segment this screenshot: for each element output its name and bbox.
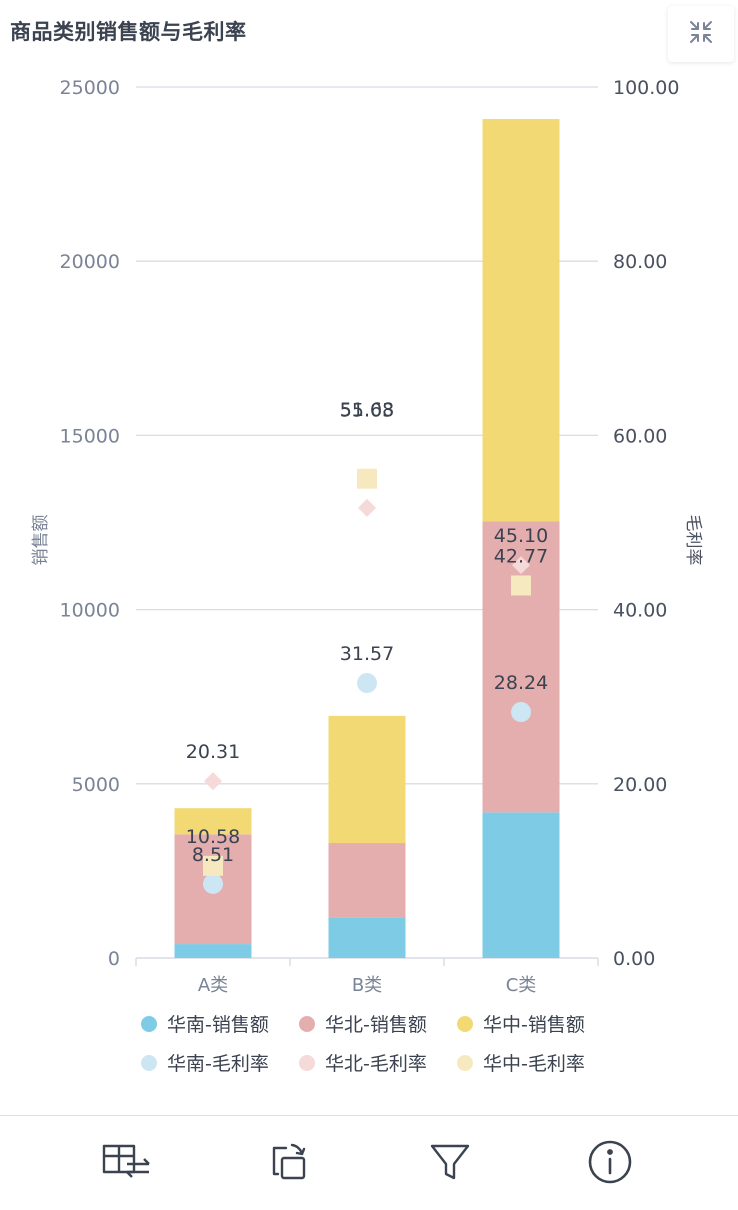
rotate-chart-icon (266, 1140, 310, 1188)
margin-point (511, 702, 531, 723)
y2-tick-label: 40.00 (613, 600, 667, 622)
collapse-arrows-icon (688, 19, 714, 49)
y-axis-title: 销售额 (31, 515, 51, 566)
info-button[interactable] (580, 1136, 640, 1192)
margin-value-label: 45.10 (494, 525, 548, 547)
y-tick-label: 5000 (72, 774, 120, 796)
y2-tick-label: 60.00 (613, 425, 667, 447)
bar-segment (328, 843, 406, 918)
legend-label: 华中-销售额 (483, 1014, 585, 1036)
bar-segment (328, 715, 406, 844)
y-tick-label: 25000 (60, 77, 120, 99)
legend-marker (457, 1055, 473, 1071)
y2-axis-title: 毛利率 (683, 515, 703, 566)
legend-label: 华北-销售额 (325, 1014, 427, 1036)
info-icon (587, 1139, 633, 1189)
legend-label: 华中-毛利率 (483, 1053, 585, 1075)
y2-tick-label: 20.00 (613, 774, 667, 796)
legend-marker (141, 1016, 157, 1032)
margin-value-label: 42.77 (494, 545, 548, 567)
y-tick-label: 0 (108, 948, 120, 970)
margin-value-label: 28.24 (494, 672, 548, 694)
switch-table-button[interactable] (96, 1136, 156, 1192)
bar-segment (328, 917, 406, 958)
bar-segment (482, 119, 560, 522)
margin-point (357, 673, 377, 694)
rotate-chart-button[interactable] (258, 1136, 318, 1192)
y-tick-label: 20000 (60, 251, 120, 273)
chart-title: 商品类别销售额与毛利率 (10, 20, 247, 44)
margin-value-label: 51.68 (340, 399, 394, 421)
y2-tick-label: 0.00 (613, 948, 655, 970)
margin-point (203, 855, 223, 876)
bar-segment (174, 944, 252, 958)
margin-value-label: 55.03 (340, 400, 394, 422)
collapse-button[interactable] (668, 6, 734, 62)
x-tick-label: C类 (506, 975, 537, 996)
y2-tick-label: 80.00 (613, 251, 667, 273)
legend-label: 华北-毛利率 (325, 1053, 427, 1075)
legend-marker (299, 1055, 315, 1071)
y-tick-label: 15000 (60, 425, 120, 447)
bar-segment (482, 812, 560, 958)
y2-tick-label: 100.00 (613, 77, 679, 99)
y-tick-label: 10000 (60, 600, 120, 622)
x-tick-label: A类 (198, 975, 228, 996)
margin-point (204, 772, 222, 791)
filter-icon (428, 1140, 472, 1188)
legend-label: 华南-毛利率 (167, 1053, 269, 1075)
switch-table-icon (101, 1142, 151, 1186)
legend-label: 华南-销售额 (167, 1014, 269, 1036)
bar-segment (174, 808, 252, 835)
legend-marker (457, 1016, 473, 1032)
margin-point (357, 468, 377, 489)
margin-value-label: 10.58 (186, 826, 240, 848)
margin-point (203, 873, 223, 894)
margin-value-label: 31.57 (340, 643, 394, 665)
legend-marker (299, 1016, 315, 1032)
x-tick-label: B类 (352, 975, 382, 996)
margin-value-label: 8.51 (192, 844, 234, 866)
margin-point (358, 498, 376, 517)
margin-value-label: 20.31 (186, 741, 240, 763)
combo-chart: 0 5000 10000 15000 20000 25000 0.00 20.00 40.00 6… (31, 77, 703, 1075)
filter-button[interactable] (420, 1136, 480, 1192)
legend-marker (141, 1055, 157, 1071)
margin-point (511, 575, 531, 596)
toolbar-divider (0, 1115, 738, 1116)
margin-point (512, 556, 530, 575)
